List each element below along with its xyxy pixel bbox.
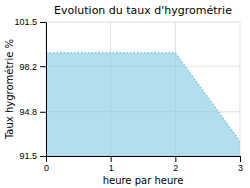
grid-line xyxy=(240,22,241,156)
tick-label: 98.2 xyxy=(19,62,37,72)
area xyxy=(46,53,240,156)
tick-mark xyxy=(175,156,176,162)
tick-mark xyxy=(40,22,46,23)
axis-domain xyxy=(47,157,241,163)
grid xyxy=(46,22,240,156)
tick-label: 2 xyxy=(173,163,178,173)
tick-mark xyxy=(111,156,112,162)
tick: 94.8 xyxy=(19,107,46,117)
tick: 91.5 xyxy=(19,151,46,161)
tick-mark xyxy=(40,66,46,67)
y-axis-title: Taux hygrométrie % xyxy=(4,39,15,140)
x-axis-title: heure par heure xyxy=(103,175,184,186)
tick-label: 3 xyxy=(238,163,243,173)
tick: 3 xyxy=(238,156,243,173)
tick: 2 xyxy=(173,156,178,173)
tick-mark xyxy=(40,156,46,157)
line xyxy=(46,53,240,141)
marks xyxy=(46,53,240,156)
tick: 98.2 xyxy=(19,62,46,72)
tick-mark xyxy=(240,156,241,162)
tick-label: 91.5 xyxy=(19,151,37,161)
chart: 0 1 2 3 91.5 94.8 98.2 101.5 Evolution du taux d… xyxy=(0,0,250,188)
tick-label: 1 xyxy=(109,163,114,173)
tick: 101.5 xyxy=(14,17,46,27)
tick-label: 101.5 xyxy=(14,17,37,27)
tick-mark xyxy=(40,112,46,113)
grid-line xyxy=(46,22,240,23)
x-axis: 0 1 2 3 xyxy=(44,156,243,173)
axis-domain xyxy=(40,23,47,157)
plot: 0 1 2 3 91.5 94.8 98.2 101.5 xyxy=(14,17,243,173)
tick: 1 xyxy=(109,156,114,173)
y-axis: 91.5 94.8 98.2 101.5 xyxy=(14,17,46,161)
title: Evolution du taux d'hygrométrie xyxy=(54,4,232,17)
tick-label: 94.8 xyxy=(19,107,37,117)
tick-label: 0 xyxy=(44,163,49,173)
tick: 0 xyxy=(44,156,49,173)
